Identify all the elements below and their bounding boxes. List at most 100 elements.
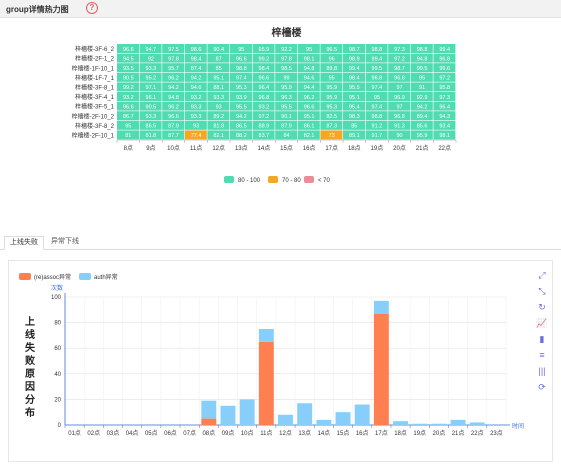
tab-abnormal-offline[interactable]: 异常下线	[51, 238, 79, 245]
heatmap-cell-value: 87	[216, 56, 222, 62]
heatmap-cell	[207, 101, 230, 111]
heatmap-cell-value: 87.7	[168, 133, 179, 139]
heatmap-cell	[433, 44, 456, 53]
heatmap-cell-value: 99	[283, 76, 289, 82]
heatmap-y-label: 梓檣楼-2F-10_1	[72, 132, 115, 140]
heatmap-cell-value: 97	[396, 85, 402, 91]
heatmap-cell	[410, 82, 433, 92]
heatmap-cell	[162, 92, 185, 101]
zoom-brush-icon[interactable]: ⤢	[538, 270, 546, 280]
heatmap-cell-value: 94.6	[304, 76, 315, 82]
heatmap-cell	[162, 101, 185, 111]
heatmap-cell	[320, 63, 343, 73]
heatmap-cell-value: 97.3	[439, 95, 450, 101]
heatmap-cell-value: 81	[125, 133, 131, 139]
heatmap-cell-value: 92.2	[281, 47, 292, 53]
heatmap-cell	[117, 72, 139, 82]
heatmap-cell-value: 95.9	[259, 47, 270, 53]
heatmap-cell	[320, 111, 343, 121]
bar-x-tick-label: 13点	[298, 429, 311, 437]
heatmap-cell-value: 96.8	[259, 95, 270, 101]
stack-icon[interactable]: ≡	[539, 350, 545, 360]
heatmap-cell-value: 98.3	[349, 114, 360, 120]
bar-y-tick-label: 60	[54, 346, 61, 352]
heatmap-cell-value: 95	[125, 124, 131, 130]
bar-x-tick-label: 12点	[279, 429, 292, 437]
tab-online-failure[interactable]: 上线失败	[4, 236, 44, 250]
heatmap-cell	[184, 82, 207, 92]
zoom-reset-icon[interactable]: ⤡	[538, 286, 546, 296]
heatmap-cell	[297, 82, 320, 92]
heatmap-cell	[139, 120, 162, 130]
refresh-icon[interactable]: ↻	[538, 302, 546, 312]
heatmap-cell	[230, 53, 252, 63]
bar-segment	[239, 399, 255, 425]
heatmap-cell	[388, 82, 411, 92]
heatmap-cell	[388, 130, 411, 140]
heatmap-cell	[343, 53, 365, 63]
bar-x-tick-label: 11点	[260, 429, 272, 437]
heatmap-cell-value: 96.1	[146, 95, 157, 101]
heatmap-cell-value: 97	[396, 104, 402, 110]
heatmap-x-label: 20点	[393, 144, 406, 152]
bar-segment	[354, 404, 370, 425]
heatmap-cell	[275, 53, 298, 63]
restore-icon[interactable]: ⟳	[538, 382, 546, 392]
tiled-icon[interactable]: |||	[538, 366, 546, 376]
heatmap-cell-value: 95.4	[349, 104, 360, 110]
heatmap-x-label: 11点	[190, 144, 202, 152]
heatmap-cell-value: 93.2	[259, 104, 270, 110]
heatmap-cell-value: 85.6	[417, 124, 428, 130]
heatmap-cell	[388, 120, 411, 130]
heatmap-cell-value: 95	[238, 47, 244, 53]
heatmap-cell-value: 96.4	[259, 85, 270, 91]
bar-segment	[373, 313, 389, 425]
bar-segment	[278, 414, 293, 425]
bar-segment	[335, 412, 351, 425]
bar-y-title-char: 分	[25, 393, 35, 406]
heatmap-cell-value: 77.4	[191, 133, 202, 139]
heatmap-cell	[162, 44, 185, 53]
heatmap-cell-value: 93.3	[191, 114, 202, 120]
heatmap-panel: 梓檣楼 梓檣楼-3F-6_2 梓檣楼-2F-1_2 梓檣楼-1F-10_1 梓檣楼-1F…	[0, 18, 561, 218]
heatmap-cell-value: 95.9	[417, 133, 428, 139]
bar-chart-icon[interactable]: ▮	[539, 334, 545, 344]
heatmap-cell	[207, 120, 230, 130]
heatmap-cell	[343, 63, 365, 73]
heatmap-y-label: 梓檣楼-3F-5_1	[75, 103, 115, 111]
heatmap-cell-value: 95.9	[326, 95, 337, 101]
bar-segment	[201, 418, 217, 425]
heatmap-cell	[365, 130, 388, 140]
bar-y-title-char: 败	[25, 354, 35, 367]
heatmap-cell	[433, 72, 456, 82]
heatmap-cell-value: 88.2	[236, 133, 247, 139]
heatmap-cell	[297, 120, 320, 130]
heatmap-cell	[162, 111, 185, 121]
heatmap-cell	[320, 44, 343, 53]
heatmap-cell-value: 99.2	[259, 56, 270, 62]
heatmap-cell	[184, 101, 207, 111]
heatmap-x-label: 16点	[303, 144, 316, 152]
heatmap-x-label: 15点	[280, 144, 293, 152]
heatmap-cell-value: 98.6	[191, 47, 202, 53]
heatmap-cell	[410, 53, 433, 63]
heatmap-cell	[184, 63, 207, 73]
heatmap-cell-value: 98.7	[394, 66, 405, 72]
heatmap-cell-value: 95.1	[349, 95, 360, 101]
bar-x-axis-name: 时间	[512, 422, 524, 430]
heatmap-cell-value: 82.1	[304, 133, 315, 139]
heatmap-cell-value: 96.6	[394, 76, 405, 82]
heatmap-cell	[343, 82, 365, 92]
heatmap-cell-value: 81.8	[213, 124, 224, 130]
heatmap-cell	[320, 82, 343, 92]
heatmap-cell-value: 99.5	[417, 66, 428, 72]
bar-segment	[412, 423, 428, 425]
heatmap-cell	[297, 44, 320, 53]
question-circle-icon[interactable]: ?	[86, 2, 98, 14]
heatmap-cell	[297, 101, 320, 111]
line-chart-icon[interactable]: 📈	[536, 318, 548, 328]
heatmap-cell	[343, 120, 365, 130]
heatmap-cell	[297, 92, 320, 101]
heatmap-cell-value: 98.7	[349, 47, 360, 53]
